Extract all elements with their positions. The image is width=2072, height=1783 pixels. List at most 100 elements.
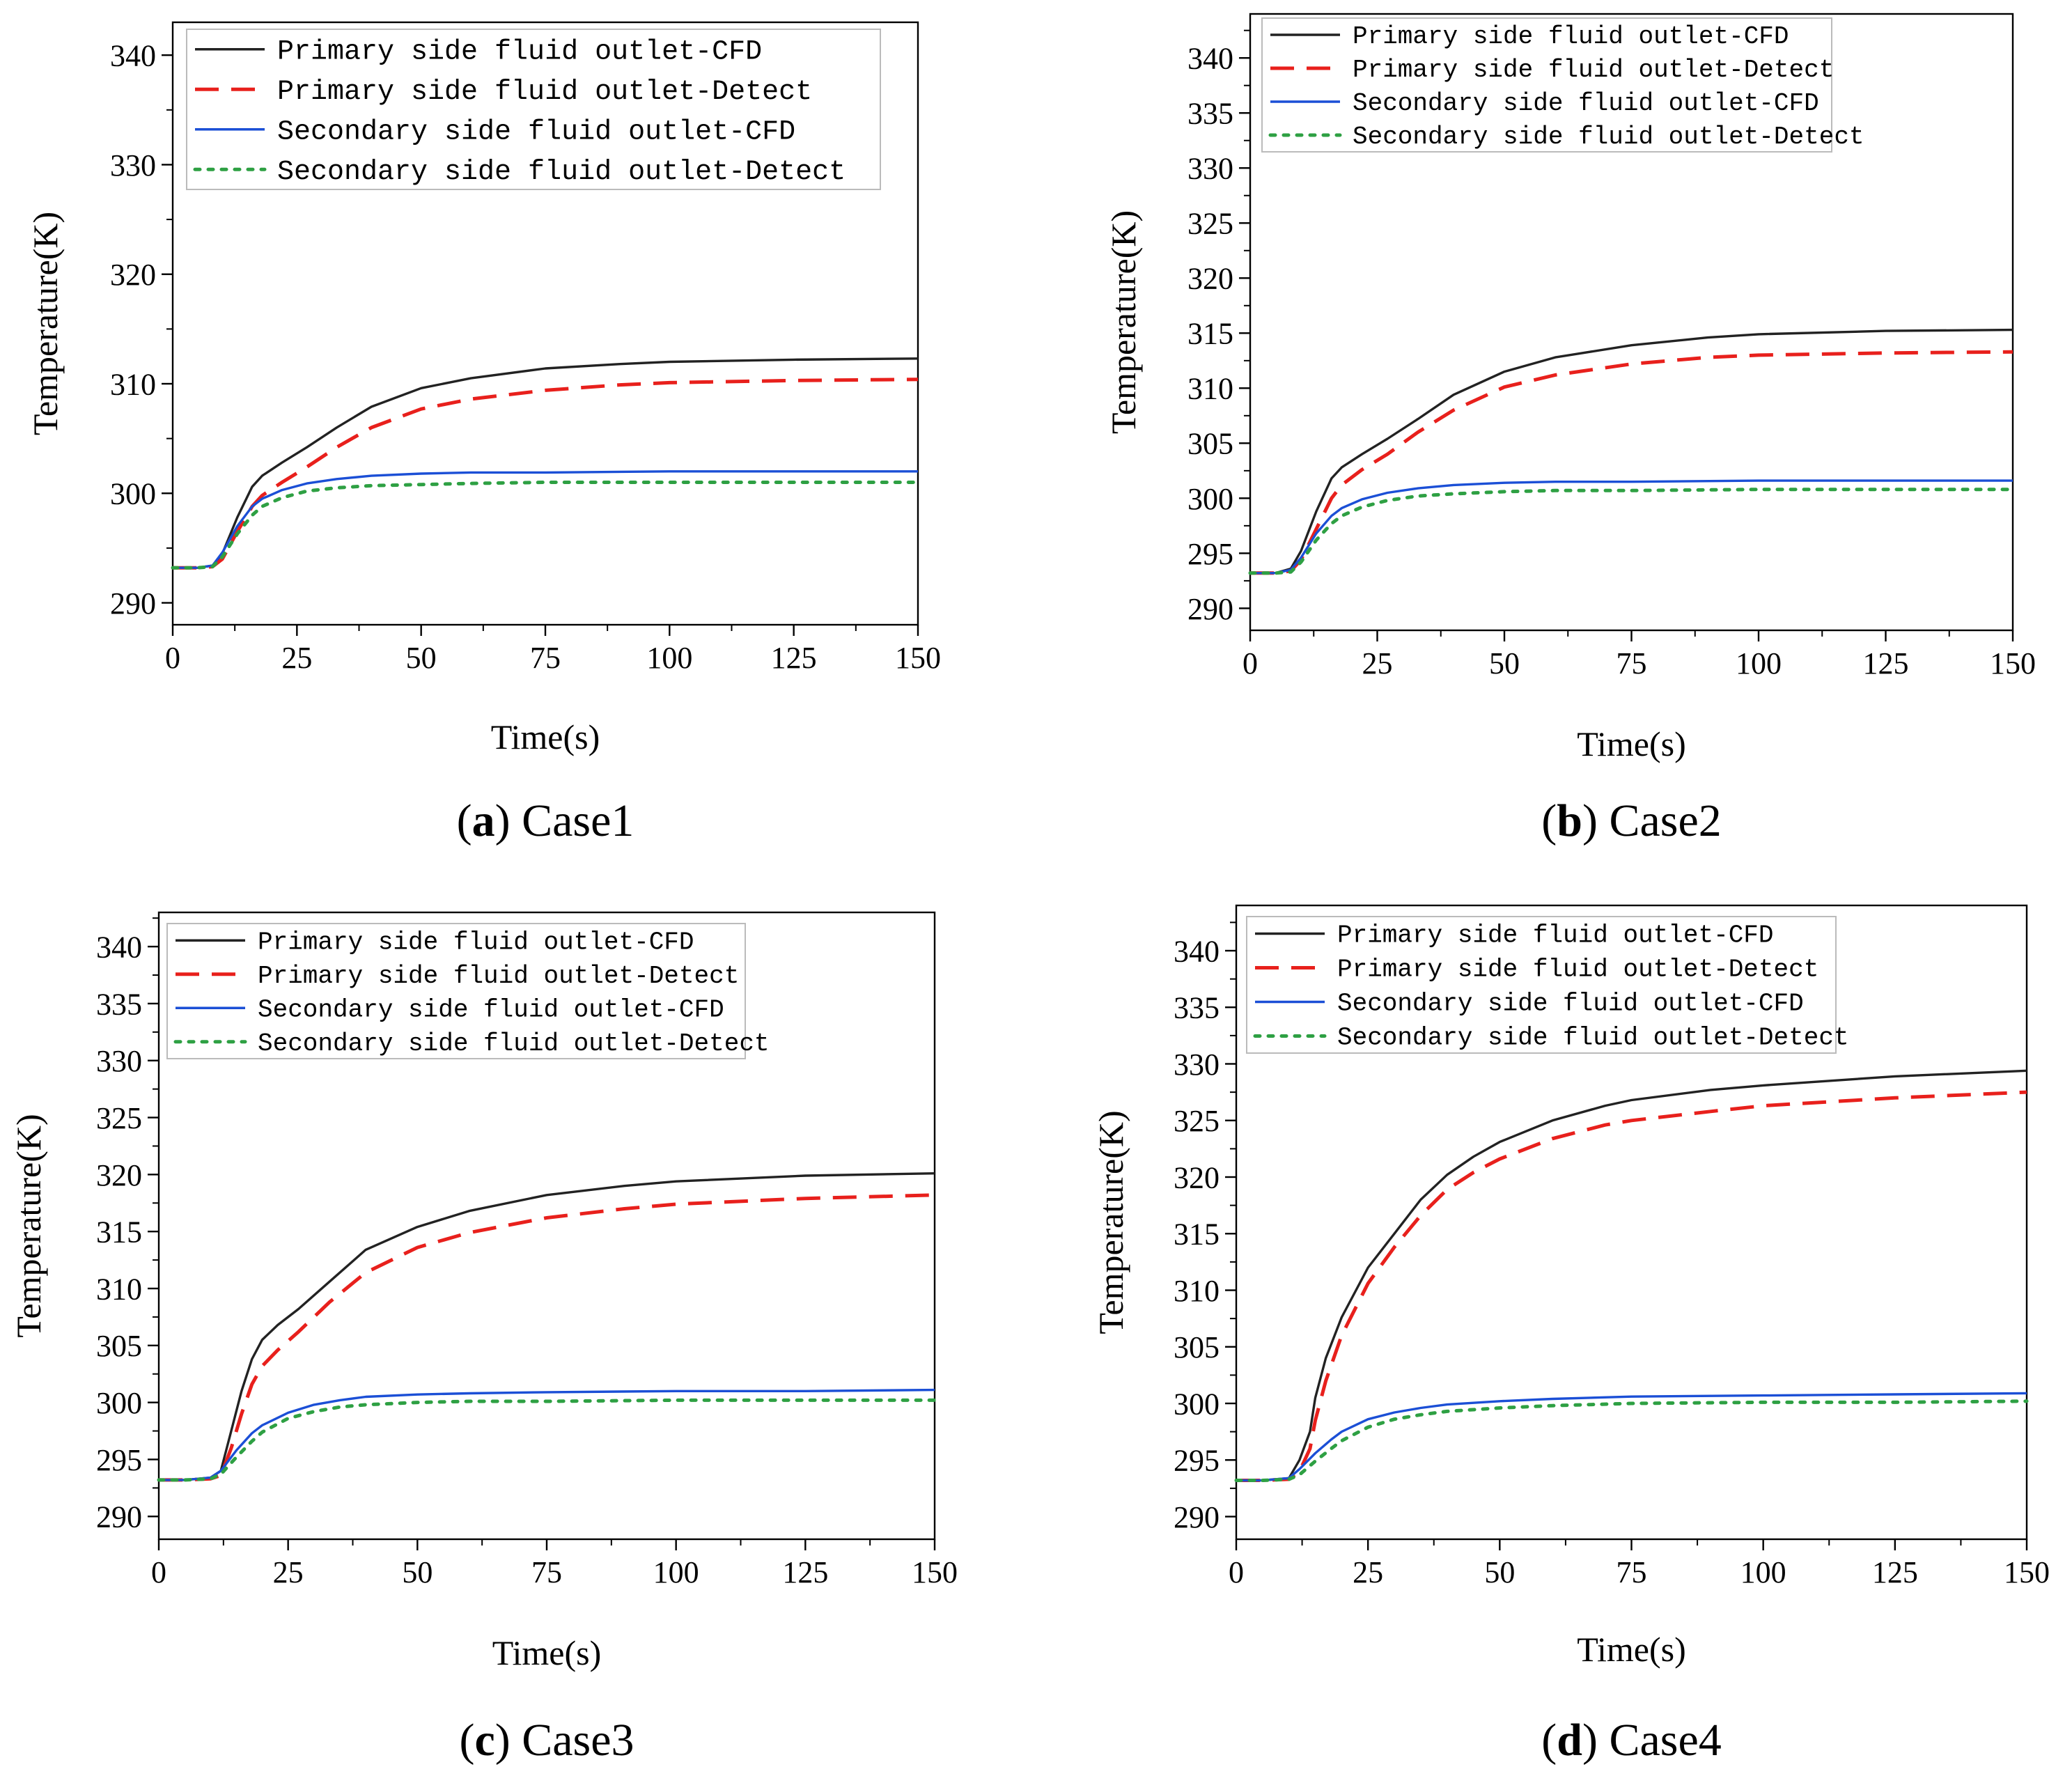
y-tick-label: 340 [96, 930, 142, 964]
x-tick-label: 50 [1484, 1555, 1515, 1589]
y-tick-label: 340 [1187, 42, 1233, 76]
chart-panel-a: 0 25 50 75 100 125 150 290 300 310 320 330 340 Primar… [26, 21, 941, 846]
legend-label: Primary side fluid outlet-CFD [258, 928, 694, 956]
series-line-2 [1250, 350, 2013, 575]
legend-label: Primary side fluid outlet-Detect [258, 962, 739, 990]
caption-paren-close: ) [1582, 795, 1598, 846]
x-tick-label: 100 [653, 1555, 699, 1589]
series-line-3 [1250, 479, 2013, 575]
x-tick-label: 50 [406, 641, 437, 675]
x-tick-label: 50 [1489, 646, 1520, 680]
y-tick-label: 315 [96, 1215, 142, 1249]
x-tick-label: 100 [1740, 1555, 1786, 1589]
caption-letter: d [1557, 1715, 1582, 1766]
caption-paren-open: ( [459, 1715, 474, 1766]
x-tick-label: 150 [912, 1555, 958, 1589]
y-tick-label: 290 [1174, 1500, 1220, 1534]
x-tick-label: 125 [1872, 1555, 1918, 1589]
legend-label: Primary side fluid outlet-CFD [1337, 921, 1774, 950]
y-tick-label: 335 [1187, 97, 1233, 131]
y-tick-label: 310 [1174, 1274, 1220, 1308]
legend-label: Primary side fluid outlet-Detect [1337, 956, 1818, 984]
caption-letter: c [474, 1715, 494, 1766]
x-tick-label: 75 [1617, 1555, 1647, 1589]
x-tick-label: 0 [1229, 1555, 1244, 1589]
y-axis-label: Temperature(K) [1091, 1110, 1130, 1334]
legend-label: Secondary side fluid outlet-Detect [1337, 1024, 1849, 1052]
legend-box [186, 29, 881, 190]
y-tick-label: 290 [110, 586, 156, 621]
y-tick-label: 295 [1174, 1444, 1220, 1478]
y-tick-label: 315 [1187, 317, 1233, 351]
legend-label: Secondary side fluid outlet-Detect [1353, 123, 1864, 151]
series-line-2 [159, 1193, 935, 1482]
y-tick-label: 320 [110, 258, 156, 292]
caption-paren-close: ) [1582, 1715, 1598, 1766]
legend-label: Primary side fluid outlet-Detect [277, 77, 812, 108]
y-tick-label: 310 [96, 1272, 142, 1306]
series-line-3 [1236, 1392, 2027, 1482]
y-tick-label: 300 [1174, 1387, 1220, 1421]
series-line-4 [157, 1398, 937, 1482]
x-tick-label: 75 [1617, 646, 1647, 680]
y-axis-label: Temperature(K) [9, 1114, 48, 1337]
series-line-2 [1236, 1090, 2027, 1482]
caption-paren-open: ( [1541, 1715, 1557, 1766]
x-tick-label: 25 [273, 1555, 304, 1589]
y-tick-label: 320 [1174, 1160, 1220, 1194]
y-tick-label: 330 [110, 148, 156, 182]
x-tick-label: 25 [1362, 646, 1393, 680]
legend-label: Secondary side fluid outlet-Detect [258, 1029, 770, 1058]
y-tick-label: 330 [1187, 152, 1233, 186]
legend-label: Secondary side fluid outlet-Detect [277, 157, 846, 188]
panel-caption: (d) Case4 [1541, 1715, 1721, 1766]
series-line-1 [1250, 328, 2013, 575]
y-tick-label: 325 [96, 1101, 142, 1135]
legend-label: Primary side fluid outlet-Detect [1353, 56, 1834, 84]
y-tick-label: 310 [110, 367, 156, 401]
y-tick-label: 305 [1174, 1330, 1220, 1364]
y-tick-label: 290 [96, 1500, 142, 1534]
y-tick-label: 340 [1174, 934, 1220, 968]
y-tick-label: 300 [1187, 482, 1233, 516]
y-tick-label: 315 [1174, 1217, 1220, 1252]
y-tick-label: 325 [1174, 1104, 1220, 1138]
x-tick-label: 150 [895, 641, 941, 675]
panel-caption: (a) Case1 [457, 795, 634, 846]
legend-label: Primary side fluid outlet-CFD [277, 36, 762, 68]
legend-box [166, 923, 746, 1059]
chart-panel-c: 0 25 50 75 100 125 150 290 295 300 305 310 315 320 325… [9, 911, 958, 1766]
chart-panel-d: 0 25 50 75 100 125 150 290 295 300 305 310 315 320 325… [1091, 904, 2050, 1766]
x-tick-label: 0 [165, 641, 180, 675]
x-axis-label: Time(s) [492, 1633, 602, 1672]
x-tick-label: 100 [1736, 646, 1782, 680]
caption-letter: b [1557, 795, 1582, 846]
legend-box [1246, 916, 1837, 1054]
x-tick-label: 150 [1990, 646, 2036, 680]
x-tick-label: 125 [782, 1555, 828, 1589]
caption-text: Case1 [511, 795, 634, 846]
caption-text: Case4 [1598, 1715, 1722, 1766]
y-tick-label: 330 [96, 1044, 142, 1078]
y-tick-label: 320 [96, 1158, 142, 1192]
x-tick-label: 50 [402, 1555, 433, 1589]
series-line-1 [1236, 1069, 2027, 1482]
caption-letter: a [472, 795, 495, 846]
y-tick-label: 320 [1187, 262, 1233, 296]
caption-paren-open: ( [1541, 795, 1557, 846]
x-axis-label: Time(s) [1577, 724, 1686, 763]
x-tick-label: 0 [151, 1555, 166, 1589]
legend-label: Secondary side fluid outlet-CFD [258, 995, 724, 1024]
y-tick-label: 305 [96, 1329, 142, 1363]
y-tick-label: 290 [1187, 592, 1233, 626]
series-line-4 [171, 481, 920, 570]
legend-label: Secondary side fluid outlet-CFD [1353, 89, 1819, 118]
y-tick-label: 305 [1187, 427, 1233, 461]
y-tick-label: 325 [1187, 207, 1233, 241]
x-tick-label: 75 [531, 1555, 562, 1589]
caption-text: Case3 [511, 1715, 634, 1766]
x-tick-label: 150 [2004, 1555, 2050, 1589]
x-tick-label: 100 [646, 641, 692, 675]
x-tick-label: 25 [1353, 1555, 1383, 1589]
